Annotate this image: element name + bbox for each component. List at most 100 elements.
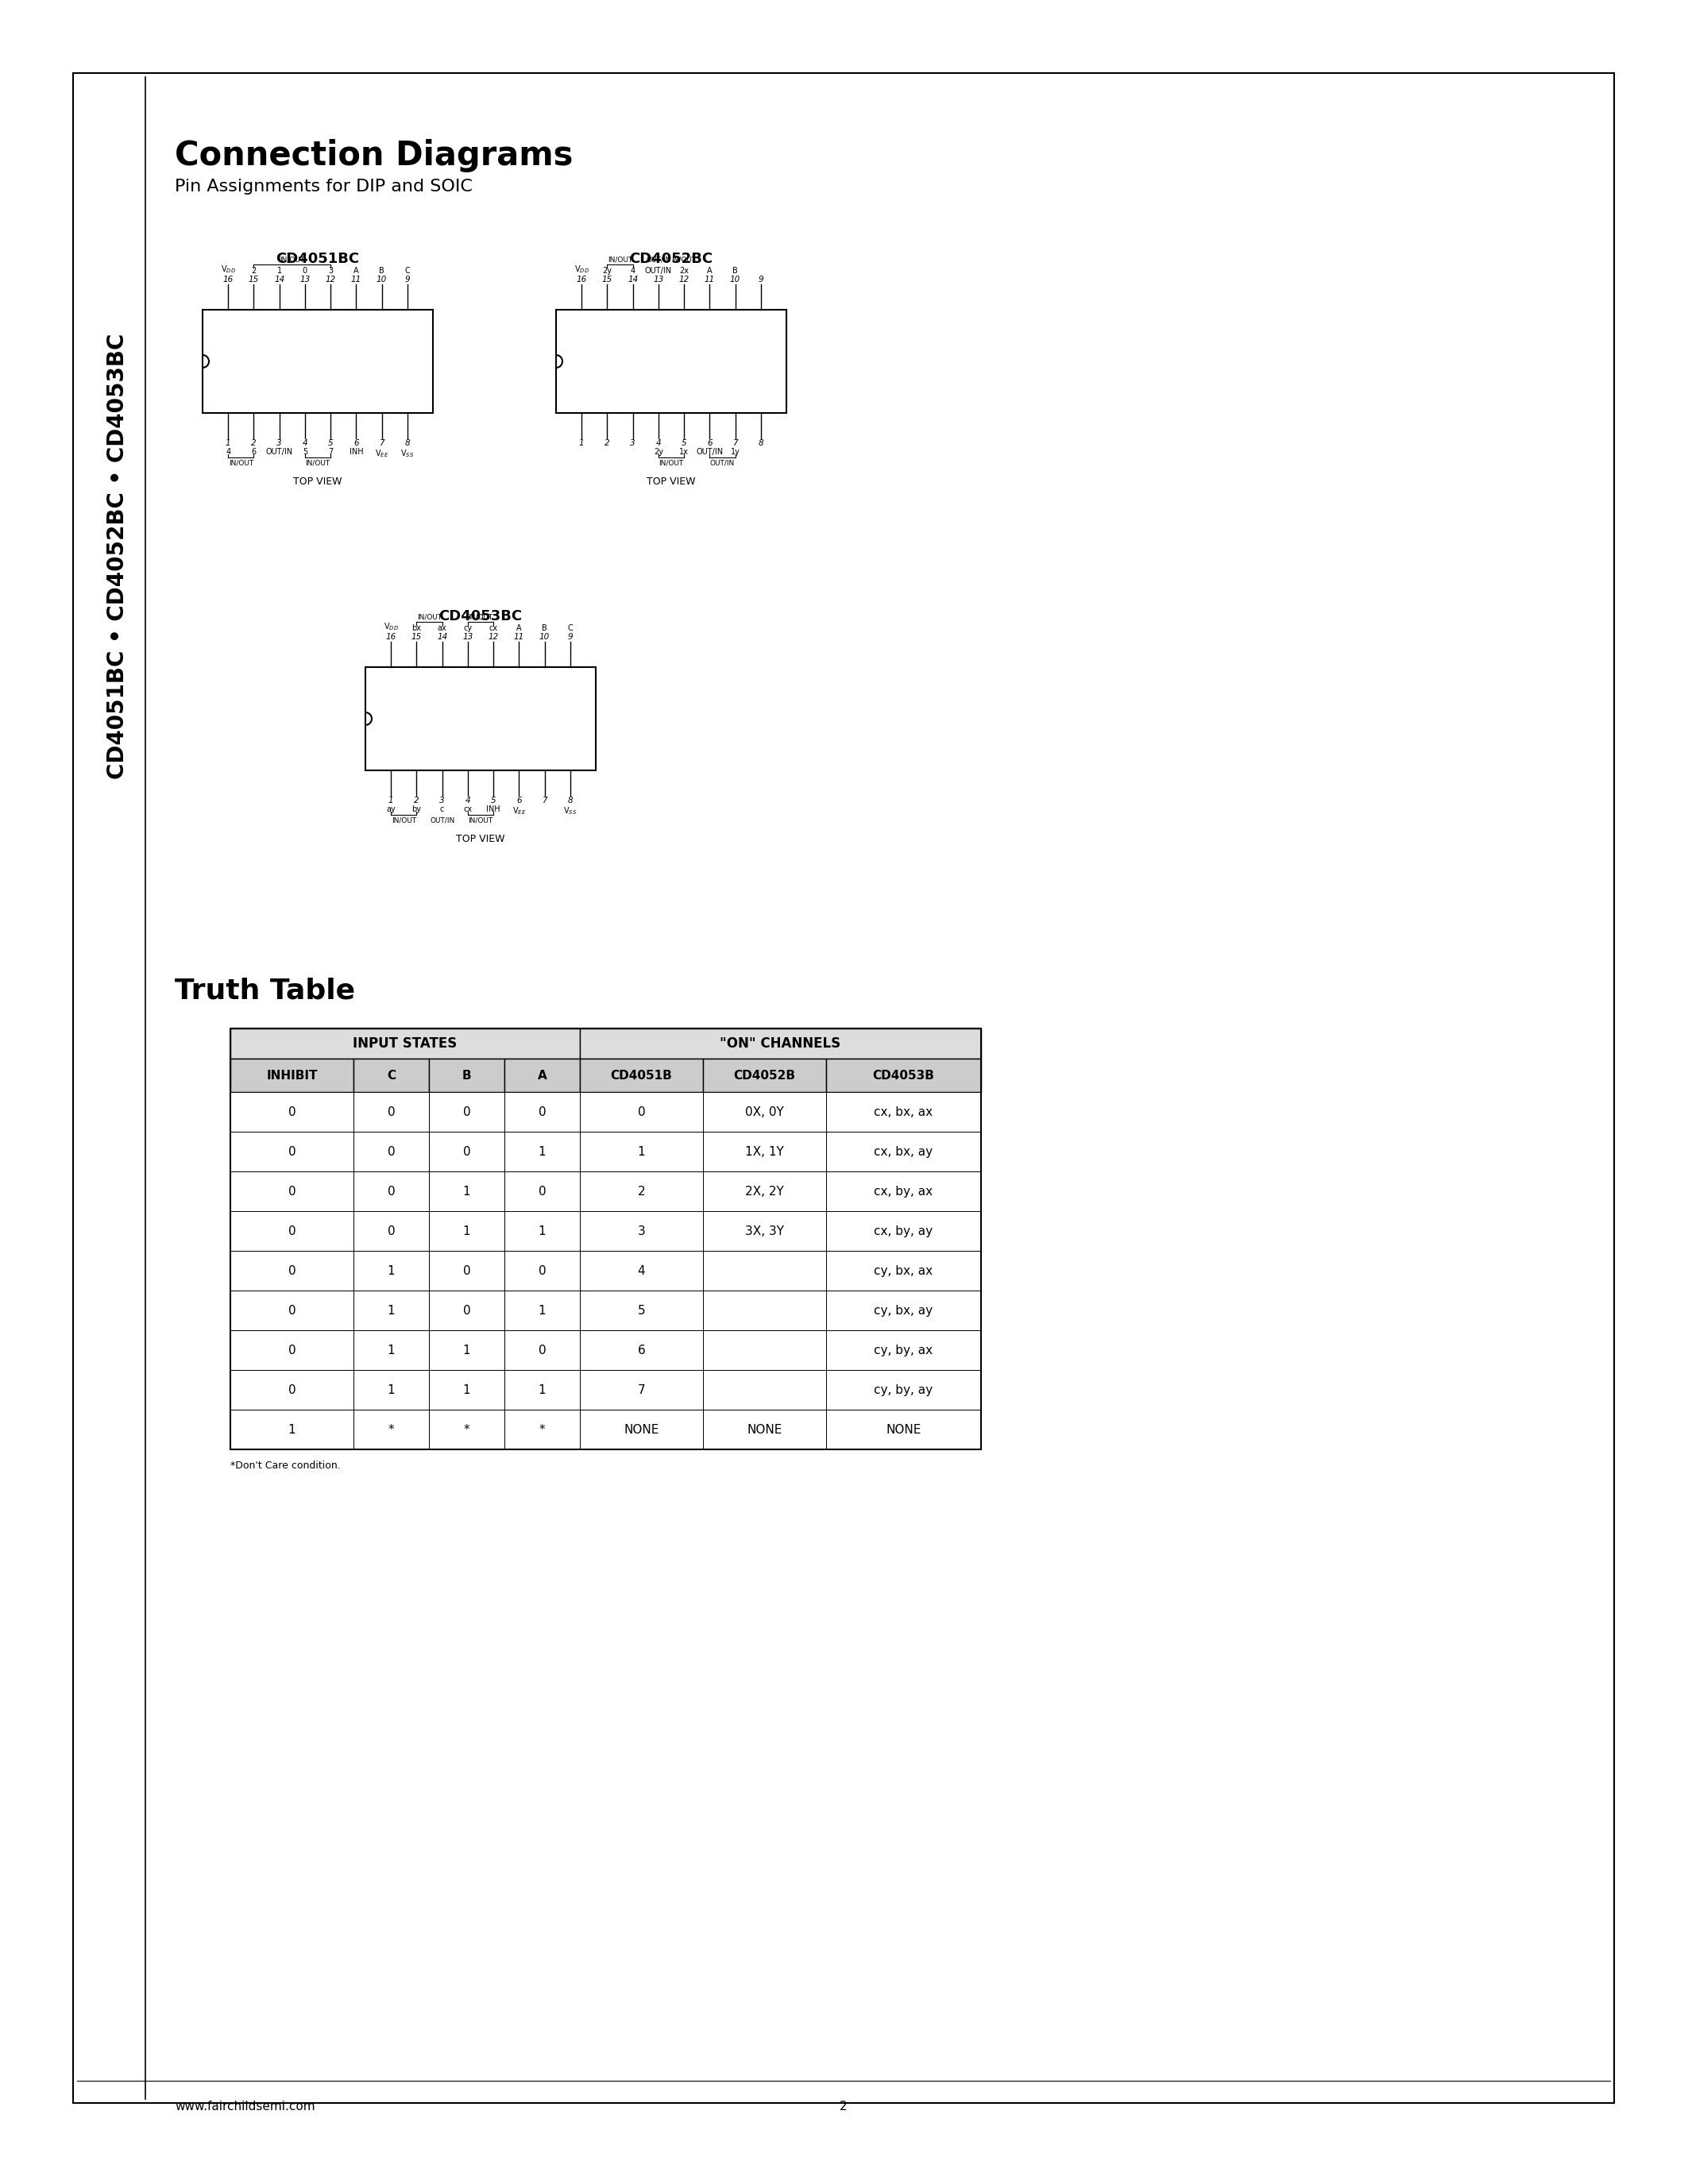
Bar <box>825 1059 981 1092</box>
Text: 4: 4 <box>466 797 471 804</box>
Bar <box>702 1330 825 1369</box>
Text: 5: 5 <box>327 439 333 448</box>
Text: 0: 0 <box>388 1147 395 1158</box>
Text: *: * <box>464 1424 469 1435</box>
Bar <box>505 1369 581 1409</box>
Text: CD4051B: CD4051B <box>611 1070 672 1081</box>
Bar <box>505 1291 581 1330</box>
Text: B: B <box>542 625 547 631</box>
Text: 1: 1 <box>538 1147 545 1158</box>
Text: IN/OUT: IN/OUT <box>228 459 253 465</box>
Text: CD4052BC: CD4052BC <box>630 251 712 266</box>
Text: 6: 6 <box>638 1343 645 1356</box>
Text: 13: 13 <box>300 275 311 284</box>
Text: IN/OUT: IN/OUT <box>608 256 633 262</box>
Text: 1: 1 <box>638 1147 645 1158</box>
Text: 2X, 2Y: 2X, 2Y <box>744 1186 783 1197</box>
Bar <box>581 1251 702 1291</box>
Text: IN/OUT: IN/OUT <box>392 817 417 823</box>
Text: TOP VIEW: TOP VIEW <box>456 834 505 845</box>
Text: V$_{EE}$: V$_{EE}$ <box>511 806 527 817</box>
Text: 0: 0 <box>538 1343 545 1356</box>
Text: 1y: 1y <box>731 448 739 456</box>
Text: 0: 0 <box>289 1304 295 1317</box>
Text: 1: 1 <box>463 1186 471 1197</box>
Bar <box>353 1212 429 1251</box>
Bar <box>581 1409 702 1450</box>
Text: C: C <box>405 266 410 275</box>
Text: 2: 2 <box>252 439 257 448</box>
Bar <box>505 1059 581 1092</box>
Bar <box>825 1251 981 1291</box>
Text: Pin Assignments for DIP and SOIC: Pin Assignments for DIP and SOIC <box>176 179 473 194</box>
Text: IN/OUT: IN/OUT <box>468 817 493 823</box>
Text: c: c <box>441 806 444 812</box>
Text: cx, bx, ay: cx, bx, ay <box>874 1147 933 1158</box>
Text: 11: 11 <box>351 275 361 284</box>
Text: V$_{SS}$: V$_{SS}$ <box>400 448 414 459</box>
Text: cy, by, ay: cy, by, ay <box>874 1385 933 1396</box>
Text: 2x: 2x <box>679 266 689 275</box>
Bar <box>353 1131 429 1171</box>
Bar <box>429 1369 505 1409</box>
Text: cx, by, ay: cx, by, ay <box>874 1225 933 1236</box>
Bar <box>353 1369 429 1409</box>
Text: V$_{DD}$: V$_{DD}$ <box>221 264 236 275</box>
Text: NONE: NONE <box>625 1424 658 1435</box>
Text: 14: 14 <box>628 275 638 284</box>
Text: 5: 5 <box>638 1304 645 1317</box>
Text: A: A <box>537 1070 547 1081</box>
Text: 0: 0 <box>289 1385 295 1396</box>
Text: Truth Table: Truth Table <box>176 976 354 1005</box>
Bar <box>365 666 596 771</box>
Text: 8: 8 <box>758 439 763 448</box>
Text: 5: 5 <box>302 448 307 456</box>
Text: TOP VIEW: TOP VIEW <box>647 476 695 487</box>
Text: A: A <box>707 266 712 275</box>
Text: www.fairchildsemi.com: www.fairchildsemi.com <box>176 2101 316 2112</box>
Text: 0: 0 <box>302 266 307 275</box>
Text: 13: 13 <box>653 275 663 284</box>
Text: cx: cx <box>490 625 498 631</box>
Text: NONE: NONE <box>746 1424 782 1435</box>
Bar <box>702 1251 825 1291</box>
Bar <box>505 1171 581 1212</box>
Bar <box>581 1029 981 1059</box>
Text: 1: 1 <box>538 1225 545 1236</box>
Text: 0: 0 <box>289 1343 295 1356</box>
Bar <box>230 1029 581 1059</box>
Text: INH: INH <box>486 806 500 812</box>
Text: C: C <box>567 625 572 631</box>
Bar <box>230 1131 353 1171</box>
Bar <box>230 1212 353 1251</box>
Bar <box>353 1291 429 1330</box>
Text: by: by <box>412 806 422 812</box>
Bar <box>505 1251 581 1291</box>
Bar <box>230 1251 353 1291</box>
Text: 3: 3 <box>638 1225 645 1236</box>
Text: V$_{DD}$: V$_{DD}$ <box>574 264 589 275</box>
Text: 0: 0 <box>388 1105 395 1118</box>
Text: 2y: 2y <box>603 266 613 275</box>
Bar <box>825 1212 981 1251</box>
Text: OUT/IN: OUT/IN <box>430 817 454 823</box>
Text: 4: 4 <box>657 439 662 448</box>
Text: CD4053BC: CD4053BC <box>439 609 522 622</box>
Text: 13: 13 <box>463 633 473 640</box>
Bar <box>230 1092 353 1131</box>
Bar <box>581 1171 702 1212</box>
Text: OUT/IN: OUT/IN <box>711 459 734 465</box>
Text: 12: 12 <box>488 633 498 640</box>
Bar <box>702 1059 825 1092</box>
Text: 4: 4 <box>638 1265 645 1278</box>
Text: 0: 0 <box>388 1186 395 1197</box>
Text: 15: 15 <box>412 633 422 640</box>
Text: 0: 0 <box>289 1225 295 1236</box>
Bar <box>825 1330 981 1369</box>
Bar <box>702 1131 825 1171</box>
Bar <box>581 1092 702 1131</box>
Text: 7: 7 <box>542 797 547 804</box>
Bar <box>581 1059 702 1092</box>
Text: IN/OUT: IN/OUT <box>468 614 493 620</box>
Text: 16: 16 <box>576 275 587 284</box>
